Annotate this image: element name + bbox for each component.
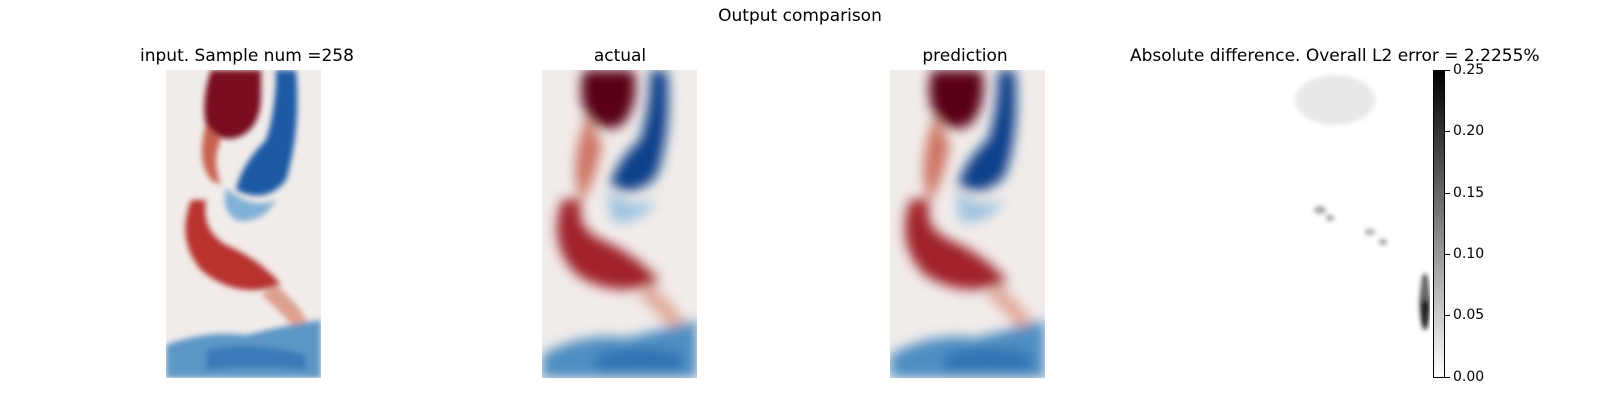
colorbar-tick bbox=[1445, 193, 1450, 194]
colorbar-tick-label: 0.00 bbox=[1453, 369, 1485, 385]
colorbar-tick-label: 0.20 bbox=[1453, 123, 1485, 139]
actual-field-image bbox=[542, 70, 697, 378]
colorbar-tick bbox=[1445, 254, 1450, 255]
panel-title-prediction: prediction bbox=[922, 46, 1008, 66]
colorbar-tick-label: 0.05 bbox=[1453, 307, 1485, 323]
panel-title-actual: actual bbox=[593, 46, 647, 66]
colorbar-tick-label: 0.10 bbox=[1453, 246, 1485, 262]
panel-title-difference: Absolute difference. Overall L2 error = … bbox=[1130, 46, 1540, 66]
colorbar bbox=[1433, 70, 1445, 378]
panel-title-input: input. Sample num =258 bbox=[140, 46, 354, 66]
colorbar-tick bbox=[1445, 70, 1450, 71]
input-field-image bbox=[166, 70, 321, 378]
colorbar-tick-label: 0.25 bbox=[1453, 62, 1485, 78]
colorbar-tick-label: 0.15 bbox=[1453, 185, 1485, 201]
difference-field-image bbox=[1275, 70, 1430, 378]
figure-title: Output comparison bbox=[718, 6, 882, 26]
colorbar-tick bbox=[1445, 377, 1450, 378]
colorbar-tick bbox=[1445, 131, 1450, 132]
prediction-field-image bbox=[890, 70, 1045, 378]
colorbar-tick bbox=[1445, 315, 1450, 316]
